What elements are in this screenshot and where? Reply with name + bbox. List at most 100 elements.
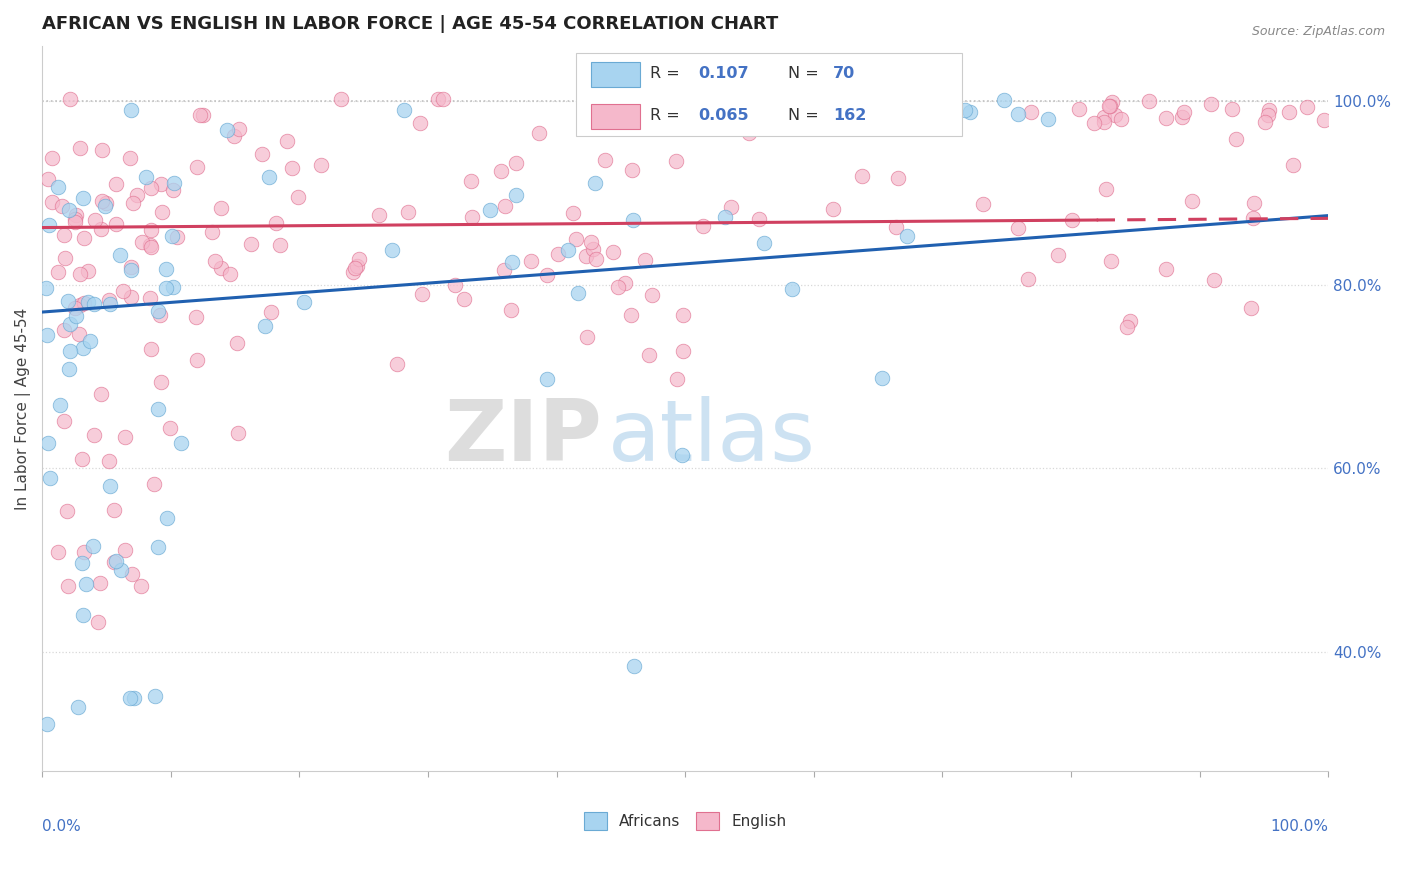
Point: [120, 260, 142, 275]
Point: [146, 303, 169, 318]
Point: [1257, 108, 1279, 122]
Point: [139, 237, 162, 252]
Point: [567, 285, 589, 300]
Point: [77, 295, 100, 310]
Point: [114, 429, 136, 443]
Point: [65, 301, 87, 316]
Point: [94, 199, 117, 213]
Text: AFRICAN VS ENGLISH IN LABOR FORCE | AGE 45-54 CORRELATION CHART: AFRICAN VS ENGLISH IN LABOR FORCE | AGE …: [42, 15, 779, 33]
Point: [141, 181, 163, 195]
Point: [343, 260, 366, 275]
Point: [1220, 102, 1243, 116]
Point: [1282, 158, 1305, 172]
Point: [1201, 96, 1223, 111]
Text: 0.107: 0.107: [697, 66, 748, 81]
Point: [118, 691, 141, 706]
Point: [141, 342, 163, 356]
Point: [287, 189, 309, 203]
Point: [90, 143, 112, 157]
Point: [575, 330, 598, 344]
Point: [453, 292, 475, 306]
Point: [59, 92, 82, 106]
Point: [94, 195, 117, 210]
Point: [58, 202, 80, 217]
Point: [1104, 108, 1126, 122]
Point: [1243, 195, 1265, 210]
Point: [149, 308, 172, 322]
Point: [972, 197, 994, 211]
Point: [1156, 262, 1178, 277]
Point: [1046, 248, 1069, 262]
Text: ZIP: ZIP: [444, 396, 602, 479]
Point: [114, 542, 136, 557]
Point: [1137, 95, 1160, 109]
FancyBboxPatch shape: [592, 62, 640, 87]
Point: [65, 309, 87, 323]
Point: [98, 297, 121, 311]
Point: [309, 158, 332, 172]
Point: [58, 293, 80, 308]
Point: [620, 103, 643, 117]
Point: [46, 545, 69, 559]
Point: [59, 343, 82, 358]
Point: [1083, 116, 1105, 130]
Point: [118, 152, 141, 166]
Point: [607, 280, 630, 294]
Text: 0.065: 0.065: [697, 108, 748, 123]
Point: [162, 183, 184, 197]
Point: [738, 127, 761, 141]
Point: [269, 237, 291, 252]
Point: [1101, 95, 1123, 109]
Point: [1098, 98, 1121, 112]
Point: [527, 126, 550, 140]
Point: [186, 352, 208, 367]
Point: [1173, 104, 1195, 119]
Point: [780, 282, 803, 296]
Text: N =: N =: [787, 66, 824, 81]
Point: [67, 327, 90, 342]
Point: [409, 116, 432, 130]
Point: [148, 540, 170, 554]
Point: [666, 372, 689, 386]
Point: [73, 230, 96, 244]
Text: 70: 70: [832, 66, 855, 81]
Point: [993, 94, 1015, 108]
Point: [1099, 253, 1122, 268]
Point: [70, 556, 93, 570]
Point: [494, 262, 516, 277]
Point: [112, 284, 135, 298]
Point: [131, 235, 153, 250]
Point: [1115, 320, 1137, 334]
Point: [110, 563, 132, 577]
Point: [159, 420, 181, 434]
Point: [209, 201, 232, 215]
Point: [69, 267, 91, 281]
Point: [66, 699, 89, 714]
Point: [72, 608, 94, 623]
Point: [959, 104, 981, 119]
Point: [583, 176, 606, 190]
Point: [162, 228, 184, 243]
Point: [620, 308, 643, 322]
Point: [52, 323, 75, 337]
Point: [122, 691, 145, 706]
Point: [641, 288, 664, 302]
Point: [1295, 100, 1317, 114]
Point: [623, 658, 645, 673]
Point: [1154, 112, 1177, 126]
Point: [193, 108, 215, 122]
Point: [905, 98, 928, 112]
Point: [1257, 103, 1279, 118]
Point: [139, 223, 162, 237]
Point: [226, 336, 249, 351]
Point: [46, 265, 69, 279]
Point: [56, 579, 79, 593]
Point: [547, 246, 569, 260]
Point: [87, 615, 110, 629]
Point: [501, 255, 523, 269]
Text: R =: R =: [651, 108, 685, 123]
Point: [1109, 112, 1132, 126]
Point: [188, 108, 211, 122]
Point: [1060, 212, 1083, 227]
Point: [562, 205, 585, 219]
